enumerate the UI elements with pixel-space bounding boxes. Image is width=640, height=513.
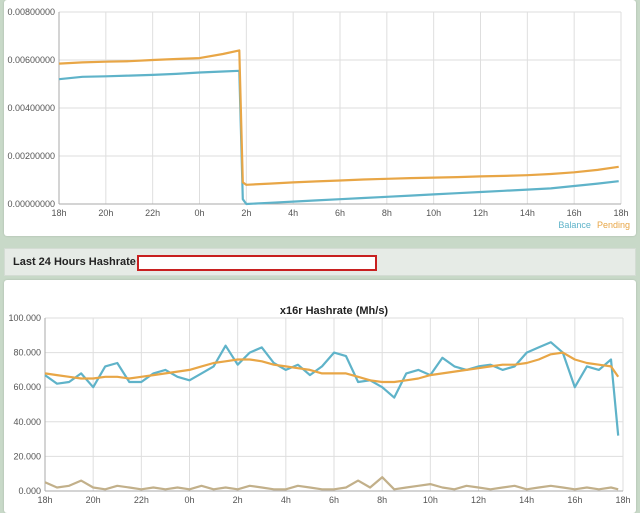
hashrate-chart: 18h 20h 22h 0h 2h 4h 6h 8h 10h 12h 14h 16h 18h0.0002… — [8, 305, 630, 505]
balance-chart: 18h 20h 22h 0h 2h 4h 6h 8h 10h 12h 14h 16h 18h0.0000… — [7, 7, 630, 230]
x-tick-label: 22h — [134, 495, 149, 505]
x-tick-label: 16h — [567, 208, 582, 218]
y-tick-label: 0.000 — [18, 486, 41, 496]
y-tick-label: 20.000 — [13, 451, 41, 461]
x-tick-label: 4h — [288, 208, 298, 218]
x-tick-label: 14h — [520, 208, 535, 218]
x-tick-label: 0h — [184, 495, 194, 505]
y-tick-label: 0.00400000 — [7, 103, 55, 113]
x-tick-label: 6h — [329, 495, 339, 505]
legend-item-pending: Pending — [597, 220, 630, 230]
redacted-address-box — [137, 255, 377, 271]
x-tick-label: 20h — [98, 208, 113, 218]
x-tick-label: 18h — [51, 208, 66, 218]
y-tick-label: 0.00000000 — [7, 199, 55, 209]
y-tick-label: 80.000 — [13, 348, 41, 358]
series-line-0 — [44, 341, 620, 436]
x-tick-label: 12h — [473, 208, 488, 218]
x-tick-label: 16h — [567, 495, 582, 505]
x-tick-label: 14h — [519, 495, 534, 505]
x-tick-label: 18h — [613, 208, 628, 218]
x-tick-label: 6h — [335, 208, 345, 218]
series-line-1 — [44, 351, 620, 384]
y-tick-label: 0.00600000 — [7, 55, 55, 65]
x-tick-label: 2h — [233, 495, 243, 505]
x-tick-label: 8h — [382, 208, 392, 218]
x-tick-label: 22h — [145, 208, 160, 218]
x-tick-label: 10h — [426, 208, 441, 218]
x-tick-label: 20h — [86, 495, 101, 505]
x-tick-label: 0h — [194, 208, 204, 218]
y-tick-label: 100.000 — [8, 313, 41, 323]
balance-panel: 18h 20h 22h 0h 2h 4h 6h 8h 10h 12h 14h 16h 18h 0.0000… — [4, 0, 636, 236]
x-tick-label: 8h — [377, 495, 387, 505]
y-tick-label: 0.00800000 — [7, 7, 55, 17]
x-tick-label: 10h — [423, 495, 438, 505]
hashrate-panel: 18h 20h 22h 0h 2h 4h 6h 8h 10h 12h 14h 16h 18h 0.000 2… — [4, 280, 636, 513]
legend-item-balance: Balance — [558, 220, 591, 230]
series-line-2 — [44, 476, 619, 491]
y-tick-label: 60.000 — [13, 382, 41, 392]
x-tick-label: 18h — [615, 495, 630, 505]
chart-title: x16r Hashrate (Mh/s) — [280, 305, 389, 317]
series-line-balance — [58, 69, 619, 206]
x-tick-label: 4h — [281, 495, 291, 505]
x-tick-label: 12h — [471, 495, 486, 505]
y-tick-label: 0.00200000 — [7, 151, 55, 161]
y-tick-label: 40.000 — [13, 417, 41, 427]
hashrate-header-label: Last 24 Hours Hashrate: — [13, 256, 140, 268]
series-line-pending — [58, 49, 619, 186]
x-tick-label: 2h — [241, 208, 251, 218]
hashrate-header-bar: Last 24 Hours Hashrate: — [4, 248, 636, 276]
x-tick-label: 18h — [37, 495, 52, 505]
